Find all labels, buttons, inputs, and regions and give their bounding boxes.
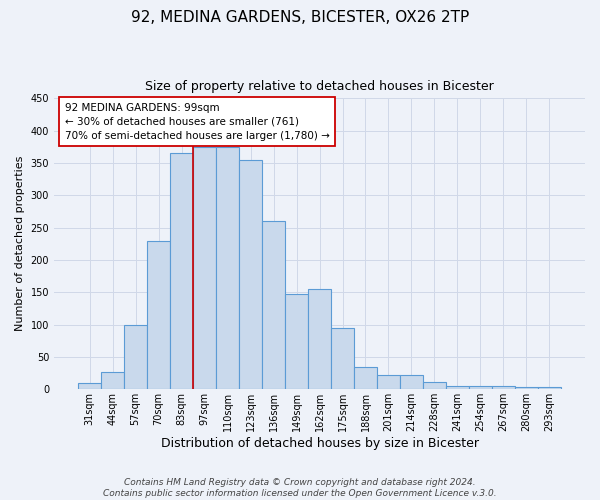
Bar [239,160,262,390]
Text: 92 MEDINA GARDENS: 99sqm
← 30% of detached houses are smaller (761)
70% of semi-: 92 MEDINA GARDENS: 99sqm ← 30% of detach… [65,102,329,141]
Bar [377,375,400,390]
Bar [492,386,515,390]
Bar [193,147,216,390]
Text: Contains HM Land Registry data © Crown copyright and database right 2024.
Contai: Contains HM Land Registry data © Crown c… [103,478,497,498]
Bar [469,386,492,390]
Bar [124,324,147,390]
Bar [331,328,354,390]
Text: 92, MEDINA GARDENS, BICESTER, OX26 2TP: 92, MEDINA GARDENS, BICESTER, OX26 2TP [131,10,469,25]
Bar [170,154,193,390]
Bar [308,289,331,390]
Bar [262,221,285,390]
Bar [285,294,308,390]
Bar [101,372,124,390]
Title: Size of property relative to detached houses in Bicester: Size of property relative to detached ho… [145,80,494,93]
Bar [147,240,170,390]
Bar [216,147,239,390]
Bar [515,388,538,390]
Bar [423,382,446,390]
Bar [446,386,469,390]
Bar [354,368,377,390]
Bar [538,388,561,390]
Y-axis label: Number of detached properties: Number of detached properties [15,156,25,332]
Bar [400,375,423,390]
Bar [78,383,101,390]
X-axis label: Distribution of detached houses by size in Bicester: Distribution of detached houses by size … [161,437,479,450]
